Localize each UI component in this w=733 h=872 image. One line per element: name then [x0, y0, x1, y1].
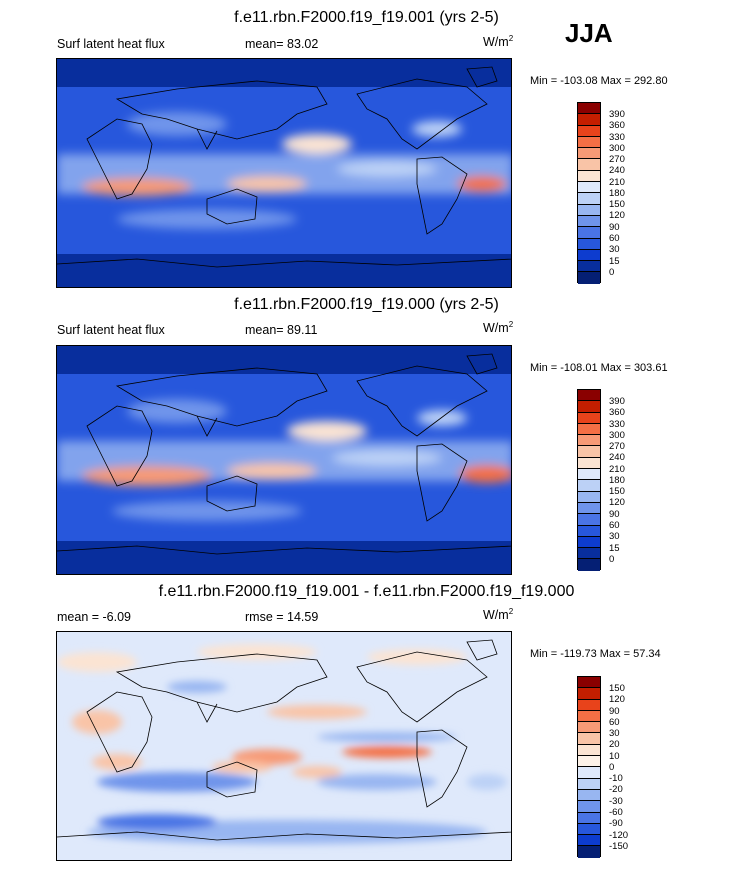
panel3-colorbar-label: 30 — [609, 728, 620, 739]
panel3-colorbar-label: 10 — [609, 751, 620, 762]
panel2-colorbar — [577, 389, 601, 571]
panel2-colorbar-label: 90 — [609, 509, 620, 520]
panel2-map — [56, 345, 512, 575]
panel1-colorbar-label: 0 — [609, 267, 615, 278]
panel1-colorbar-label: 120 — [609, 210, 625, 221]
panel3-colorbar-label: -90 — [609, 818, 623, 829]
panel3-colorbar-label: 0 — [609, 762, 615, 773]
panel3-map — [56, 631, 512, 861]
panel2-colorbar-label: 60 — [609, 520, 620, 531]
season-label: JJA — [565, 18, 613, 48]
panel2-colorbar-label: 210 — [609, 464, 625, 475]
panel1-colorbar-label: 360 — [609, 120, 625, 131]
panel1-units: W/m2 — [483, 34, 514, 50]
panel3-colorbar-label: 60 — [609, 717, 620, 728]
panel3-colorbar-label: -10 — [609, 773, 623, 784]
panel2-units: W/m2 — [483, 320, 514, 336]
panel2-colorbar-label: 30 — [609, 531, 620, 542]
panel1-colorbar-label: 90 — [609, 222, 620, 233]
panel1-colorbar-label: 15 — [609, 256, 620, 267]
panel3-colorbar-label: -120 — [609, 830, 629, 841]
panel2-minmax: Min = -108.01 Max = 303.61 — [530, 362, 668, 374]
panel3-colorbar-label: 20 — [609, 739, 620, 750]
panel1-colorbar-label: 150 — [609, 199, 625, 210]
panel1-colorbar-label: 300 — [609, 143, 625, 154]
panel1-colorbar-label: 240 — [609, 165, 625, 176]
panel2-colorbar-label: 150 — [609, 486, 625, 497]
panel1-minmax: Min = -103.08 Max = 292.80 — [530, 75, 668, 87]
panel1-colorbar-label: 210 — [609, 177, 625, 188]
panel3-colorbar-label: -150 — [609, 841, 629, 852]
panel1-mean-label: mean= 83.02 — [245, 37, 319, 51]
panel2-colorbar-label: 15 — [609, 543, 620, 554]
panel2-colorbar-label: 180 — [609, 475, 625, 486]
panel1-variable-label: Surf latent heat flux — [57, 37, 165, 51]
panel1-map — [56, 58, 512, 288]
panel1-colorbar — [577, 102, 601, 284]
panel2-colorbar-label: 390 — [609, 396, 625, 407]
panel2-colorbar-label: 330 — [609, 419, 625, 430]
panel2-title: f.e11.rbn.F2000.f19_f19.000 (yrs 2-5) — [234, 296, 499, 313]
panel3-colorbar-label: -60 — [609, 807, 623, 818]
panel1-colorbar-label: 390 — [609, 109, 625, 120]
panel3-rmse-label: rmse = 14.59 — [245, 610, 319, 624]
panel2-colorbar-label: 240 — [609, 452, 625, 463]
panel3-title: f.e11.rbn.F2000.f19_f19.001 - f.e11.rbn.… — [158, 583, 575, 600]
panel3-colorbar — [577, 676, 601, 858]
panel3-colorbar-label: 150 — [609, 683, 625, 694]
panel1-colorbar-label: 30 — [609, 244, 620, 255]
panel3-mean-label: mean = -6.09 — [57, 610, 132, 624]
panel2-mean-label: mean= 89.11 — [245, 323, 318, 337]
panel3-minmax: Min = -119.73 Max = 57.34 — [530, 648, 661, 660]
panel1-title: f.e11.rbn.F2000.f19_f19.001 (yrs 2-5) — [234, 9, 499, 26]
panel2-variable-label: Surf latent heat flux — [57, 323, 165, 337]
panel2-colorbar-label: 300 — [609, 430, 625, 441]
panel2-colorbar-label: 360 — [609, 407, 625, 418]
panel2-colorbar-label: 120 — [609, 497, 625, 508]
panel3-colorbar-label: 120 — [609, 694, 625, 705]
panel2-colorbar-label: 270 — [609, 441, 625, 452]
panel2-colorbar-label: 0 — [609, 554, 615, 565]
panel3-colorbar-label: 90 — [609, 706, 620, 717]
panel3-colorbar-label: -20 — [609, 784, 623, 795]
panel3-units: W/m2 — [483, 607, 514, 623]
panel3-colorbar-label: -30 — [609, 796, 623, 807]
panel1-colorbar-label: 330 — [609, 132, 625, 143]
panel1-colorbar-label: 270 — [609, 154, 625, 165]
panel1-colorbar-label: 180 — [609, 188, 625, 199]
panel1-colorbar-label: 60 — [609, 233, 620, 244]
